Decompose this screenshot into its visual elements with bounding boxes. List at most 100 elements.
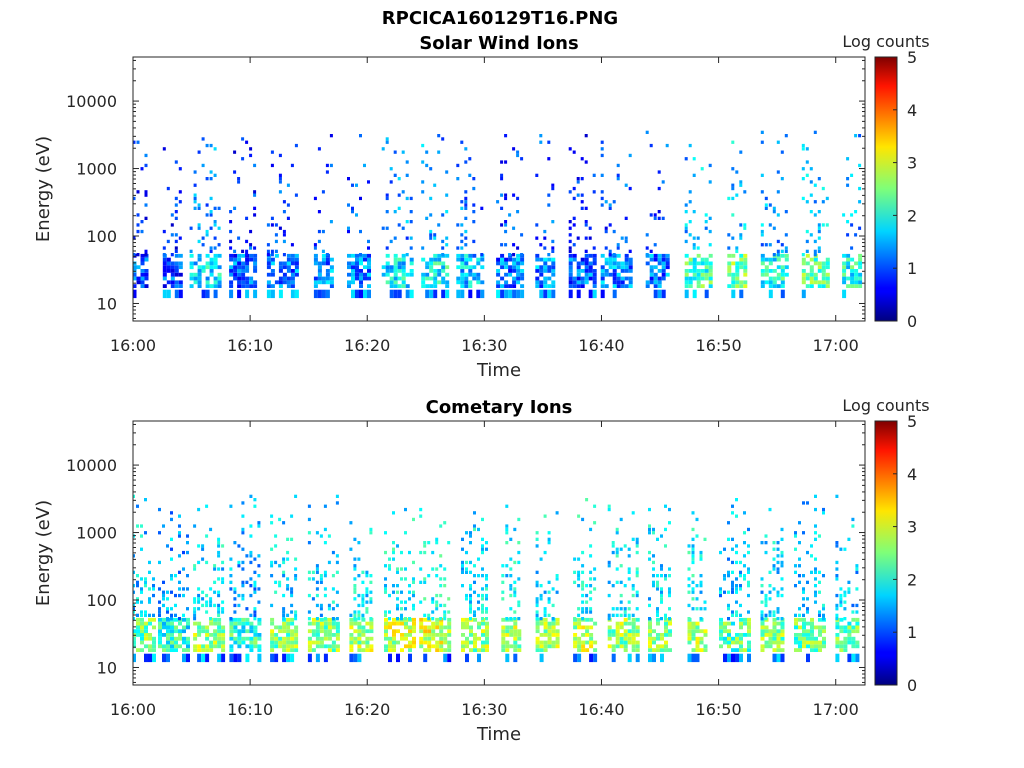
heatmap-cell (427, 613, 431, 617)
heatmap-cell (205, 653, 210, 663)
heatmap-cell (547, 276, 552, 281)
heatmap-cell (245, 280, 250, 285)
heatmap-cell (237, 236, 241, 240)
heatmap-cell (162, 276, 167, 281)
heatmap-cell (687, 653, 692, 663)
heatmap-cell (401, 269, 406, 273)
heatmap-cell (443, 653, 448, 663)
heatmap-cell (193, 621, 198, 626)
heatmap-cell (555, 617, 560, 622)
heatmap-cell (760, 229, 764, 234)
heatmap-cell (627, 607, 631, 611)
heatmap-cell (174, 280, 179, 285)
heatmap-cell (731, 648, 735, 652)
heatmap-cell (421, 272, 426, 277)
heatmap-cell (485, 610, 488, 614)
heatmap-cell (805, 249, 809, 253)
heatmap-cell (505, 531, 509, 535)
heatmap-cell (835, 560, 839, 565)
colorbar-label: Log counts (842, 32, 929, 51)
heatmap-cell (568, 289, 573, 299)
heatmap-cell (798, 574, 801, 578)
heatmap-cell (768, 261, 773, 266)
heatmap-cell (237, 640, 242, 645)
heatmap-cell (592, 190, 596, 194)
heatmap-cell (409, 289, 414, 299)
heatmap-cell (584, 272, 589, 277)
heatmap-cell (229, 504, 233, 508)
heatmap-cell (835, 633, 840, 637)
heatmap-cell (760, 617, 764, 621)
heatmap-cell (839, 603, 843, 608)
heatmap-cell (696, 272, 701, 277)
heatmap-cell (480, 206, 484, 210)
heatmap-cell (688, 190, 692, 194)
heatmap-cell (178, 580, 181, 584)
heatmap-cell (162, 580, 165, 584)
heatmap-cell (335, 629, 340, 634)
heatmap-cell (652, 653, 656, 663)
heatmap-cell (806, 550, 809, 555)
heatmap-cell (166, 629, 170, 634)
heatmap-cell (776, 170, 780, 174)
heatmap-cell (615, 554, 619, 558)
heatmap-cell (404, 617, 407, 621)
heatmap-cell (581, 517, 585, 522)
heatmap-cell (282, 557, 286, 561)
heatmap-cell (221, 636, 226, 641)
heatmap-cell (144, 153, 148, 158)
heatmap-cell (313, 253, 318, 258)
heatmap-cell (245, 629, 250, 634)
heatmap-cell (776, 249, 780, 253)
heatmap-cell (776, 560, 780, 565)
heatmap-cell (392, 648, 396, 652)
heatmap-cell (668, 621, 672, 626)
heatmap-cell (485, 547, 488, 551)
heatmap-cell (419, 621, 424, 626)
heatmap-cell (213, 261, 218, 266)
heatmap-cell (700, 272, 705, 277)
heatmap-cell (768, 289, 773, 299)
heatmap-cell (516, 150, 520, 154)
heatmap-cell (585, 607, 589, 611)
heatmap-cell (249, 550, 253, 555)
heatmap-cell (266, 261, 271, 266)
heatmap-cell (776, 593, 780, 598)
heatmap-cell (627, 636, 632, 641)
heatmap-cell (384, 613, 387, 617)
heatmap-cell (653, 280, 658, 285)
heatmap-cell (286, 269, 291, 273)
heatmap-cell (581, 600, 585, 604)
heatmap-cell (294, 610, 298, 614)
heatmap-cell (760, 130, 764, 134)
heatmap-cell (501, 629, 506, 634)
heatmap-cell (623, 607, 627, 611)
heatmap-cell (140, 587, 143, 591)
heatmap-cell (468, 173, 472, 177)
heatmap-cell (846, 276, 851, 281)
heatmap-cell (822, 613, 825, 617)
heatmap-cell (241, 636, 246, 641)
heatmap-cell (512, 284, 517, 288)
heatmap-cell (464, 261, 469, 266)
heatmap-cell (588, 236, 592, 240)
heatmap-cell (723, 653, 727, 663)
heatmap-cell (691, 511, 695, 515)
heatmap-cell (363, 163, 366, 168)
heatmap-cell (607, 613, 611, 617)
heatmap-cell (535, 617, 539, 621)
heatmap-cell (760, 644, 765, 649)
heatmap-cell (468, 284, 473, 288)
heatmap-cell (623, 629, 628, 634)
heatmap-cell (307, 636, 312, 641)
heatmap-cell (136, 524, 139, 528)
heatmap-cell (221, 600, 225, 604)
heatmap-cell (696, 269, 701, 273)
heatmap-cell (648, 531, 651, 535)
heatmap-cell (423, 636, 428, 641)
heatmap-cell (241, 531, 245, 535)
heatmap-cell (217, 541, 221, 545)
heatmap-cell (555, 511, 559, 515)
heatmap-cell (661, 289, 666, 299)
heatmap-cell (568, 246, 572, 250)
